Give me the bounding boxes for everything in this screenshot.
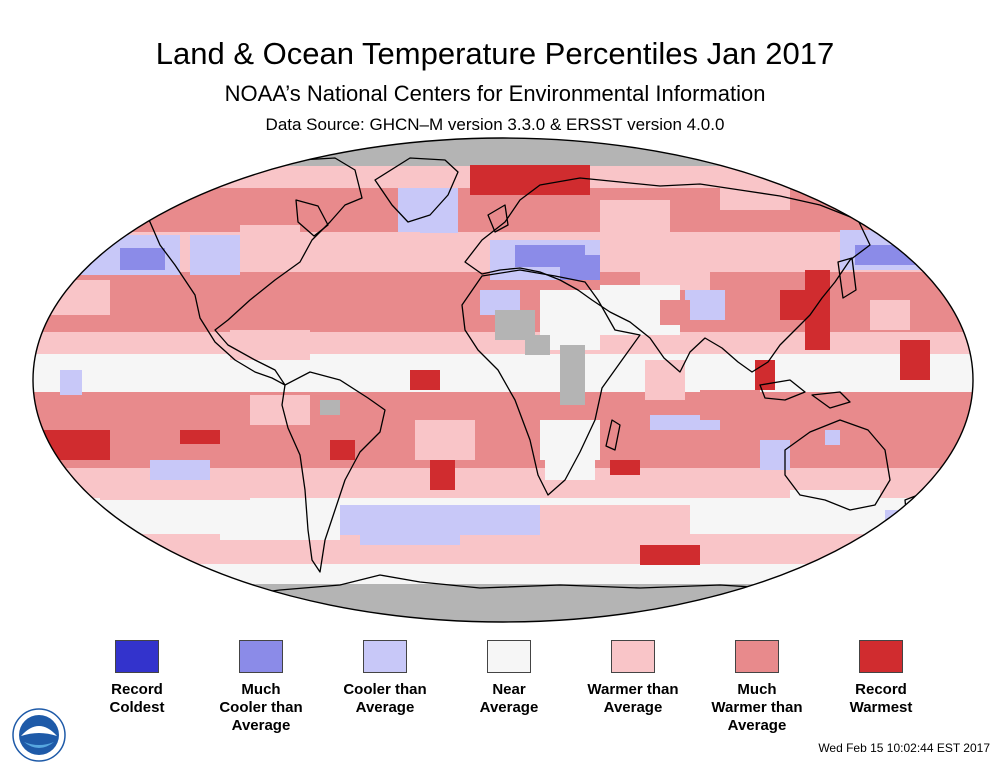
grid-cell-cooler — [885, 510, 945, 550]
grid-cell-warmer — [240, 225, 300, 255]
grid-cell-cooler — [398, 188, 458, 233]
grid-cell-near — [545, 440, 595, 480]
grid-cell-warmer — [645, 360, 685, 400]
map-title: Land & Ocean Temperature Percentiles Jan… — [155, 36, 835, 71]
grid-cell-much-warmer — [310, 280, 370, 320]
timestamp: Wed Feb 15 10:02:44 EST 2017 — [818, 741, 990, 755]
grid-cell-much-cooler — [120, 248, 165, 270]
grid-cell-warmer — [895, 190, 935, 230]
grid-cell-warmer — [40, 280, 110, 315]
grid-cell-much-cooler — [560, 255, 600, 280]
grid-cell-record-warmest — [430, 460, 455, 490]
grid-cell-record-warmest — [180, 430, 220, 444]
grid-cell-warmer — [720, 180, 790, 210]
grid-cell-near — [790, 490, 880, 530]
map-subtitle: NOAA’s National Centers for Environmenta… — [224, 81, 766, 106]
grid-cell-record-warmest — [900, 340, 930, 380]
grid-cell-much-warmer — [33, 392, 973, 428]
grid-cell-near — [120, 355, 210, 385]
grid-cell-warmer — [870, 300, 910, 330]
grid-cell-no-data — [560, 345, 585, 405]
grid-cell-warmer — [100, 480, 250, 500]
grid-cell-much-warmer — [660, 300, 690, 325]
grid-cell-near — [33, 564, 973, 584]
grid-cell-cooler — [360, 520, 460, 545]
grid-cell-record-warmest — [640, 545, 700, 565]
grid-cell-warmer — [250, 395, 310, 425]
grid-cell-record-warmest — [610, 460, 640, 475]
grid-cell-warmer — [33, 534, 973, 564]
grid-cell-warmer — [600, 200, 670, 240]
grid-cell-record-warmest — [410, 370, 440, 390]
data-source: Data Source: GHCN–M version 3.3.0 & ERSS… — [265, 115, 725, 134]
grid-cell-no-data — [33, 584, 973, 622]
grid-cell-cooler — [60, 370, 82, 395]
noaa-logo — [12, 708, 66, 762]
grid-cell-warmer — [230, 330, 310, 360]
grid-cell-warmer — [640, 240, 710, 290]
grid-cell-near — [220, 500, 340, 540]
grid-cell-cooler — [190, 235, 240, 275]
grid-cell-cooler — [825, 430, 840, 445]
grid-cell-no-data — [33, 138, 973, 166]
grid-cell-no-data — [320, 400, 340, 415]
grid-cell-no-data — [525, 335, 550, 355]
grid-cell-warmer — [415, 420, 475, 460]
grid-cell-record-warmest — [330, 440, 355, 460]
grid-cell-warmer — [540, 505, 690, 545]
grid-cell-much-warmer — [700, 390, 760, 420]
grid-cell-much-warmer — [33, 428, 973, 468]
grid-cell-record-warmest — [805, 270, 830, 350]
grid-cell-cooler — [685, 290, 725, 320]
grid-cell-warmer — [380, 232, 420, 252]
percentile-grid — [33, 138, 973, 622]
